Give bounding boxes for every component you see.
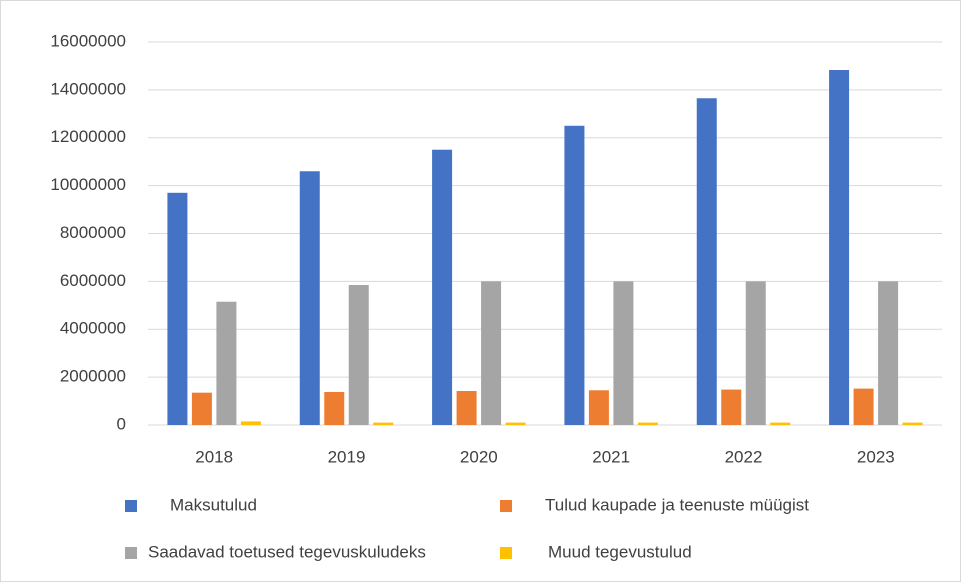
legend-label: Muud tegevustulud (548, 542, 692, 561)
bar (191, 392, 212, 425)
bar (564, 125, 585, 425)
bar (745, 281, 766, 425)
bar (588, 390, 609, 425)
y-tick-label: 0 (117, 414, 126, 433)
y-tick-label: 10000000 (50, 175, 126, 194)
bar (348, 284, 369, 425)
legend-marker (125, 547, 137, 559)
y-tick-label: 2000000 (60, 367, 126, 386)
bar (481, 281, 502, 425)
x-tick-label: 2020 (460, 447, 498, 466)
bar (505, 422, 526, 425)
x-tick-label: 2019 (328, 447, 366, 466)
bar (216, 301, 237, 425)
legend-marker (125, 500, 137, 512)
bar (637, 422, 658, 425)
bar (770, 422, 791, 425)
bar (299, 171, 320, 425)
legend-label: Saadavad toetused tegevuskuludeks (148, 542, 426, 561)
bar (721, 389, 742, 425)
y-tick-label: 14000000 (50, 79, 126, 98)
y-tick-label: 16000000 (50, 31, 126, 50)
bar (167, 192, 188, 425)
x-tick-label: 2022 (725, 447, 763, 466)
bar (432, 149, 453, 425)
y-tick-label: 4000000 (60, 319, 126, 338)
bar (456, 391, 477, 425)
bar (373, 422, 394, 425)
bar (324, 391, 345, 425)
bar (240, 421, 261, 425)
bar (829, 70, 850, 426)
bar (878, 281, 899, 425)
legend-marker (500, 547, 512, 559)
y-tick-label: 12000000 (50, 127, 126, 146)
bar (902, 422, 923, 425)
bar (696, 98, 717, 426)
legend-label: Maksutulud (170, 495, 257, 514)
y-tick-label: 8000000 (60, 223, 126, 242)
x-tick-label: 2021 (592, 447, 630, 466)
bar (853, 388, 874, 425)
x-tick-label: 2018 (195, 447, 233, 466)
y-tick-label: 6000000 (60, 271, 126, 290)
legend-marker (500, 500, 512, 512)
x-tick-label: 2023 (857, 447, 895, 466)
bar (613, 281, 634, 425)
legend-label: Tulud kaupade ja teenuste müügist (545, 495, 809, 514)
